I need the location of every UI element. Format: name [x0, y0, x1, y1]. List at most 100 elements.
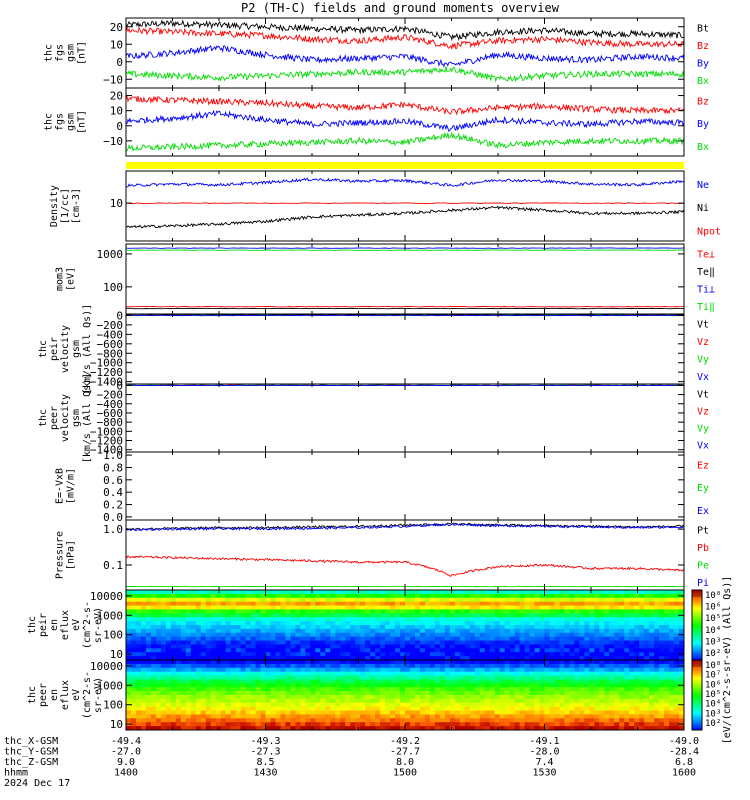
legend-fgs_comp-2: Bx — [697, 142, 709, 153]
ylabel-peer_spectrogram: thc peer en eflux eV (cm^2-s-sr-eV) — [27, 671, 104, 719]
ytick-peer_spectrogram-1: 1000 — [97, 679, 124, 692]
ytick-peer_velocity-7: −1400 — [90, 444, 123, 457]
panel-fgs_full: Bt Bz By Bx 20 10 0 −10 thc fgs gsm [nT] — [44, 17, 709, 89]
ylabel-pressure: Pressure [nPa] — [55, 531, 77, 579]
ytick-fgs_comp-3: −10 — [103, 135, 123, 148]
colorbar-tick-0-1: 10⁶ — [705, 603, 721, 613]
legend-density-0: Ne — [697, 180, 709, 191]
ylabel-line-peer_velocity-2: velocity — [60, 394, 71, 442]
ylabel-line-fgs_comp-0: thc — [44, 113, 55, 131]
ylabel-line-peer_spectrogram-6: sr-eV) — [93, 677, 104, 713]
xaxis-value-3-2: 1500 — [393, 768, 417, 779]
legend-fgs_full-3: Bx — [697, 76, 709, 87]
legend-efield-0: Ez — [697, 461, 709, 472]
series-density-2 — [125, 202, 685, 204]
legend-peir_velocity-0: Vt — [697, 320, 709, 331]
legend-fgs_comp-0: Bz — [697, 97, 709, 108]
ylabel-line-density-0: Density — [49, 185, 60, 227]
ylabel-line-peer_spectrogram-1: peer — [38, 683, 49, 707]
legend-fgs_full-0: Bt — [697, 24, 709, 35]
ylabel-line-fgs_comp-1: fgs — [55, 113, 66, 131]
ylabel-line-peir_spectrogram-6: sr-eV) — [93, 607, 104, 643]
xaxis-value-2-1: 8.5 — [256, 757, 274, 768]
ytick-peir_velocity-0: 0 — [116, 309, 123, 322]
panel-efield: Ez Ey Ex 1.00.80.60.40.20.0 E=-VxB [mV/m] — [55, 449, 710, 524]
ytick-peir_spectrogram-1: 1000 — [97, 609, 124, 622]
ytick-peir_spectrogram-3: 10 — [110, 648, 123, 661]
colorbar-tick-0-5: 10² — [705, 649, 721, 659]
legend-efield-2: Ex — [697, 506, 709, 517]
ylabel-line-peir_velocity-2: velocity — [60, 325, 71, 373]
xaxis-value-1-3: -28.0 — [529, 747, 559, 758]
ytick-peer_velocity-2: −400 — [97, 398, 124, 411]
colorbar-tick-1-5: 10³ — [705, 709, 721, 719]
ytick-efield-0: 1.0 — [103, 449, 123, 462]
xaxis-row-label-1: thc_Y-GSM — [4, 747, 58, 758]
series-pressure-3 — [125, 523, 684, 532]
legend-pressure-3: Pi — [697, 578, 709, 589]
legend-peir_velocity-1: Vz — [697, 337, 709, 348]
ytick-fgs_comp-1: 10 — [110, 105, 123, 118]
colorbar-tick-0-2: 10⁵ — [705, 614, 721, 624]
ylabel-line-efield-0: E=-VxB — [55, 468, 66, 504]
series-fgs_comp-0 — [125, 95, 685, 116]
xaxis-row-label-3: hhmm — [4, 768, 28, 779]
legend-density-1: Ni — [697, 203, 709, 214]
ylabel-line-fgs_comp-3: [nT] — [77, 110, 88, 134]
legend-peer_velocity-0: Vt — [697, 389, 709, 400]
xaxis-value-0-1: -49.3 — [250, 736, 280, 747]
ytick-peir_velocity-5: −1000 — [90, 357, 123, 370]
ylabel-line-fgs_full-1: fgs — [55, 44, 66, 62]
ylabel-line-peir_velocity-0: thc — [38, 340, 49, 358]
legend-pressure-1: Pb — [697, 543, 709, 554]
ylabel-line-peer_velocity-4: [km/s (All Qs)] — [82, 373, 93, 463]
colorbars: 10⁸10⁶10⁵10⁴10³10²10⁸10⁷10⁶10⁵10⁴10³10²[… — [691, 576, 733, 745]
ylabel-line-peer_spectrogram-4: eV — [71, 689, 82, 701]
plot-title: P2 (TH-C) fields and ground moments over… — [241, 1, 560, 15]
ylabel-line-peir_spectrogram-2: en — [49, 619, 60, 631]
ylabel-line-peer_spectrogram-0: thc — [27, 686, 38, 704]
ylabel-line-fgs_full-3: [nT] — [77, 41, 88, 65]
legend-pressure-0: Pt — [697, 526, 709, 537]
ytick-fgs_full-3: −10 — [103, 73, 123, 86]
panel-fgs_comp: Bz By Bx 20 10 0 −10 thc fgs gsm [nT] — [44, 87, 709, 157]
legend-efield-1: Ey — [697, 483, 709, 494]
legend-peer_velocity-3: Vx — [697, 440, 709, 451]
ytick-fgs_comp-0: 20 — [110, 90, 123, 103]
ytick-peir_velocity-1: −200 — [97, 319, 124, 332]
ylabel-line-peer_velocity-3: gsm — [71, 409, 82, 427]
panel-density: Ne Ni Npot 10 Density [1/cc] [cm-3] — [49, 170, 721, 242]
ytick-peer_velocity-0: 0 — [116, 379, 123, 392]
xaxis-value-0-0: -49.4 — [111, 736, 141, 747]
colorbar-label: [eV/(cm^2-s-sr-eV) (All Qs)] — [722, 576, 733, 745]
legend-fgs_comp-1: By — [697, 119, 709, 130]
legend-fgs_full-2: By — [697, 59, 709, 70]
ylabel-line-fgs_full-0: thc — [44, 44, 55, 62]
ylabel-temperature: mom3 [eV] — [55, 267, 77, 291]
ylabel-line-peir_velocity-1: peir — [49, 337, 60, 361]
ylabel-line-peir_spectrogram-1: peir — [38, 613, 49, 637]
xaxis-value-2-2: 8.0 — [396, 757, 414, 768]
ytick-peir_velocity-4: −800 — [97, 347, 124, 360]
legend-temperature-1: Te‖ — [697, 267, 715, 278]
xaxis-value-3-4: 1600 — [672, 768, 696, 779]
ylabel-peir_spectrogram: thc peir en eflux eV (cm^2-s-sr-eV) — [27, 601, 104, 649]
ylabel-line-peer_spectrogram-5: (cm^2-s- — [82, 671, 93, 719]
ylabel-line-temperature-0: mom3 — [55, 267, 66, 291]
xaxis-value-1-2: -27.7 — [390, 747, 420, 758]
xaxis-value-1-0: -27.0 — [111, 747, 141, 758]
ytick-efield-5: 0.0 — [103, 511, 123, 524]
ytick-efield-1: 0.8 — [103, 462, 123, 475]
ytick-fgs_comp-2: 0 — [116, 120, 123, 133]
series-fgs_comp-1 — [125, 109, 685, 132]
legend-pressure-2: Pe — [697, 561, 709, 572]
ylabel-efield: E=-VxB [mV/m] — [55, 468, 77, 504]
colorbar-1 — [691, 659, 703, 731]
xaxis-value-0-4: -49.0 — [669, 736, 699, 747]
xaxis-value-2-4: 6.8 — [675, 757, 693, 768]
ylabel-density: Density [1/cc] [cm-3] — [49, 185, 82, 227]
xaxis-value-1-1: -27.3 — [250, 747, 280, 758]
spectrogram-peer_spectrogram — [126, 660, 685, 731]
ylabel-line-peer_velocity-1: peer — [49, 406, 60, 430]
